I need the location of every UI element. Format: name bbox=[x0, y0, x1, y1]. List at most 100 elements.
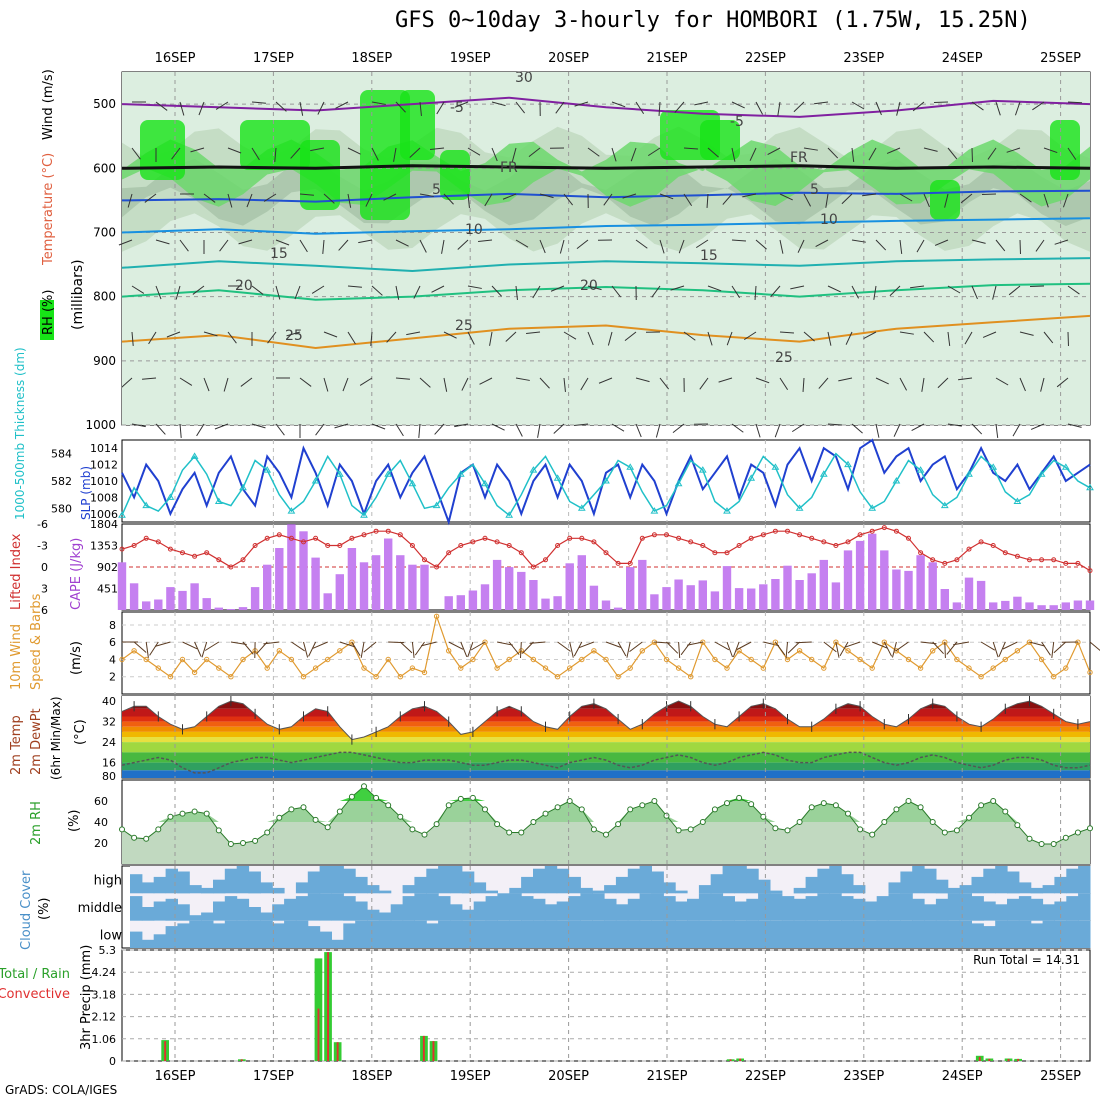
cloud-cell-low bbox=[817, 920, 830, 948]
wind-barb bbox=[467, 331, 475, 345]
cloud-cell-low bbox=[189, 920, 202, 948]
wind-barb bbox=[1006, 147, 1021, 153]
wind-speed-marker bbox=[191, 669, 198, 676]
cape-bar bbox=[214, 607, 223, 610]
cloud-cell-middle bbox=[971, 896, 984, 921]
cape-bar bbox=[565, 563, 574, 610]
y-tick-label: 600 bbox=[93, 161, 116, 175]
li-marker bbox=[373, 528, 379, 534]
cloud-cell-high bbox=[331, 866, 344, 894]
cape-bar bbox=[553, 596, 562, 610]
rh-moist-patch bbox=[400, 90, 435, 160]
li-marker bbox=[591, 539, 597, 545]
cloud-cell-middle bbox=[1078, 893, 1091, 921]
wind-barb bbox=[611, 285, 622, 298]
rh-marker bbox=[203, 810, 210, 817]
wind-speed-marker bbox=[542, 665, 549, 671]
rh-marker bbox=[131, 834, 138, 841]
cloud-cell-middle bbox=[1066, 896, 1079, 921]
thickness-marker bbox=[384, 470, 393, 477]
wind-barb bbox=[133, 641, 147, 653]
wind-barb bbox=[995, 377, 1009, 386]
wind-speed-marker bbox=[1038, 656, 1045, 663]
wind-barb bbox=[215, 101, 229, 110]
thickness-marker bbox=[868, 504, 877, 511]
cloud-cell-high bbox=[153, 876, 167, 894]
wind-barb bbox=[371, 423, 386, 430]
wind-barb bbox=[841, 193, 853, 205]
rh-marker bbox=[1062, 834, 1069, 841]
cloud-cell-middle bbox=[402, 896, 415, 921]
rh-marker bbox=[760, 813, 767, 820]
cloud-cell-low bbox=[710, 920, 724, 948]
cloud-cell-high bbox=[307, 871, 321, 894]
cape-bar bbox=[250, 587, 260, 610]
cloud-cell-high bbox=[900, 871, 913, 894]
li-marker bbox=[712, 550, 718, 556]
wind-barb bbox=[365, 193, 373, 207]
wind-barb bbox=[770, 285, 781, 297]
cloud-cell-low bbox=[639, 920, 652, 948]
cloud-cell-middle bbox=[485, 896, 498, 921]
wind-barb bbox=[895, 641, 909, 652]
wind-barb bbox=[491, 423, 505, 431]
cloud-cell-high bbox=[675, 890, 688, 894]
y-tick-label: 40 bbox=[102, 695, 116, 708]
wind-barb bbox=[371, 147, 379, 161]
wind-barb bbox=[395, 101, 406, 113]
wind-barb bbox=[323, 193, 335, 204]
cloud-cell-high bbox=[924, 868, 937, 894]
cloud-cell-low bbox=[319, 931, 332, 948]
contour-label: -5 bbox=[730, 114, 744, 130]
wind-barb bbox=[815, 239, 829, 248]
cape-bar bbox=[831, 582, 841, 610]
li-marker bbox=[192, 553, 198, 559]
wind-barb bbox=[194, 641, 202, 657]
cape-bar bbox=[384, 538, 393, 610]
temp-band bbox=[122, 726, 1090, 732]
cape-bar bbox=[190, 583, 199, 610]
wind-barb bbox=[678, 239, 685, 254]
wind-barb bbox=[923, 147, 938, 152]
cloud-cell-low bbox=[722, 920, 735, 948]
thickness-marker bbox=[723, 507, 731, 514]
cloud-cell-middle bbox=[793, 898, 807, 921]
cloud-cell-middle bbox=[1007, 898, 1020, 921]
wind-speed-marker bbox=[373, 674, 379, 680]
cloud-cell-low bbox=[355, 920, 368, 948]
wind-barb bbox=[617, 641, 627, 657]
cloud-cell-high bbox=[829, 866, 842, 894]
cloud-cell-high bbox=[663, 882, 676, 894]
cloud-cell-high bbox=[414, 876, 427, 894]
cape-bar bbox=[674, 579, 683, 610]
cloud-cell-middle bbox=[758, 893, 771, 921]
wind-barb bbox=[611, 423, 625, 432]
x-tick-label: 23SEP bbox=[843, 51, 884, 66]
wind-barb bbox=[1035, 239, 1045, 252]
wind-barb bbox=[670, 285, 685, 291]
cloud-cell-middle bbox=[295, 896, 309, 921]
rh-marker bbox=[1002, 808, 1009, 815]
wind-barb bbox=[732, 641, 740, 658]
wind-barb bbox=[893, 423, 901, 437]
wind-barb bbox=[980, 641, 996, 651]
wind-barb bbox=[1043, 193, 1049, 208]
wind-barb bbox=[322, 239, 325, 254]
wind-barb bbox=[294, 285, 301, 300]
cape-bar bbox=[371, 555, 381, 610]
y-tick-label: 4.24 bbox=[92, 966, 117, 979]
wind-barb bbox=[1062, 193, 1069, 208]
thickness-marker bbox=[1013, 497, 1022, 504]
y-tick-label: 1010 bbox=[90, 475, 118, 488]
wind-barb bbox=[489, 331, 493, 346]
rh-marker bbox=[820, 800, 827, 807]
wind-speed-marker bbox=[446, 648, 452, 654]
wind-barb bbox=[539, 377, 550, 389]
wind-speed-marker bbox=[784, 656, 791, 663]
cloud-cell-high bbox=[343, 868, 356, 894]
wind-barb bbox=[666, 641, 679, 654]
cloud-cell-low bbox=[213, 923, 226, 948]
rh-marker bbox=[699, 819, 706, 825]
wind-barb bbox=[726, 641, 733, 658]
cloud-cell-middle bbox=[817, 893, 830, 921]
